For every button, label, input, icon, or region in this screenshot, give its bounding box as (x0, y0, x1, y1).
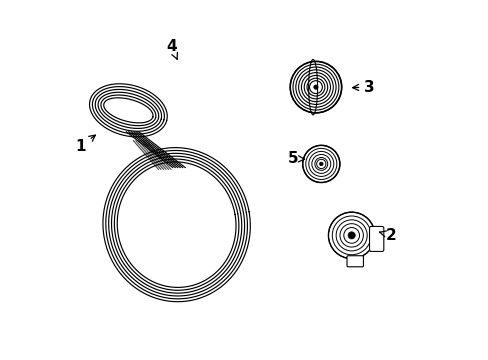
Text: 5: 5 (287, 151, 304, 166)
Circle shape (319, 162, 323, 166)
Text: 1: 1 (76, 135, 95, 154)
Text: 4: 4 (165, 39, 177, 59)
Circle shape (347, 232, 354, 239)
Text: 2: 2 (379, 228, 396, 243)
FancyBboxPatch shape (369, 226, 383, 251)
Circle shape (313, 85, 317, 89)
Ellipse shape (324, 211, 379, 260)
Text: 3: 3 (352, 80, 374, 95)
FancyBboxPatch shape (346, 256, 363, 267)
Ellipse shape (168, 62, 188, 87)
